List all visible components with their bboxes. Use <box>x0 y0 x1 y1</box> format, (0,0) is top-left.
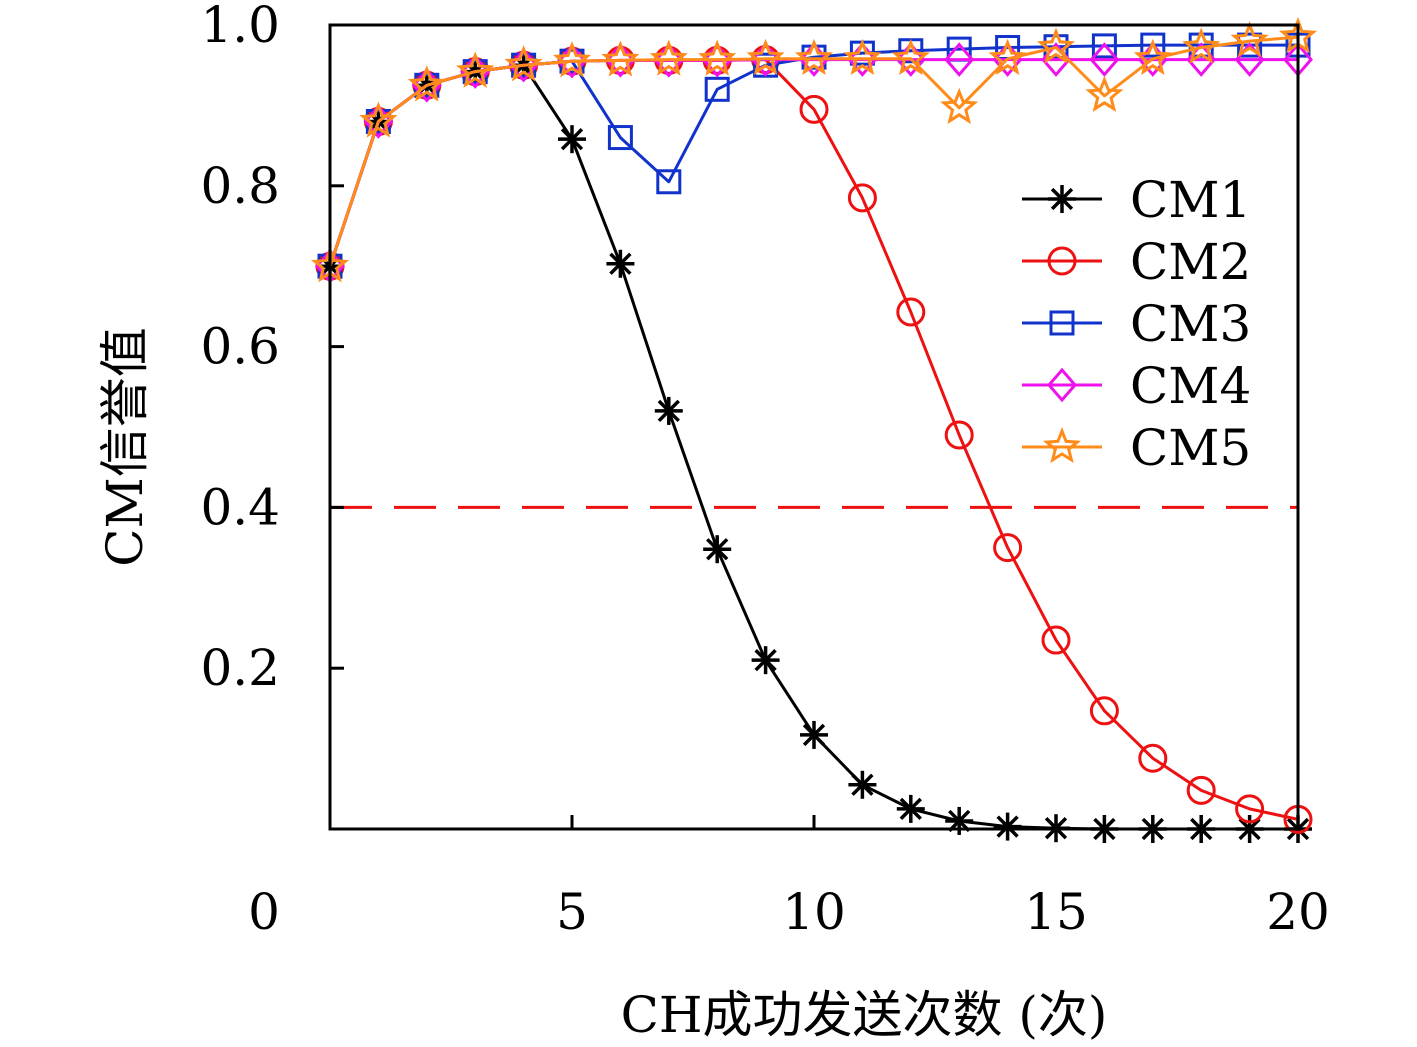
data-point-cm5 <box>940 87 979 125</box>
data-point-cm2 <box>1235 794 1265 824</box>
x-tick-label: 10 <box>782 883 846 941</box>
data-point-cm1 <box>993 812 1022 841</box>
data-point-cm4 <box>944 42 975 77</box>
y-tick-label: 0.6 <box>200 318 280 376</box>
data-point-cm1 <box>800 720 828 749</box>
legend-marker-cm1 <box>1048 185 1076 213</box>
data-point-cm2 <box>1186 775 1216 805</box>
data-point-cm1 <box>703 535 732 564</box>
data-point-cm5 <box>1036 27 1076 64</box>
data-point-cm5 <box>746 38 785 75</box>
data-point-cm3 <box>1237 32 1263 58</box>
y-tick-label: 0.4 <box>200 478 280 536</box>
legend-item-cm1: CM1 <box>1022 171 1251 229</box>
legend-item-cm4: CM4 <box>1022 357 1251 415</box>
data-point-cm2 <box>1089 696 1119 726</box>
legend-item-cm5: CM5 <box>1022 419 1251 477</box>
legend-marker-cm5 <box>1042 426 1082 464</box>
data-point-cm2 <box>944 420 974 450</box>
data-point-cm5 <box>1182 27 1221 64</box>
data-point-cm1 <box>558 125 586 154</box>
data-point-cm5 <box>1085 75 1124 112</box>
data-point-cm2 <box>1041 625 1071 655</box>
data-point-cm4 <box>1089 42 1120 77</box>
data-point-cm5 <box>649 39 688 76</box>
y-axis-title: CM信誉值 <box>96 327 154 566</box>
data-point-cm1 <box>848 770 877 799</box>
data-point-cm5 <box>504 45 543 82</box>
legend-label-cm2: CM2 <box>1130 233 1251 291</box>
data-point-cm1 <box>654 396 683 425</box>
data-point-cm1 <box>606 249 635 278</box>
data-point-cm5 <box>988 38 1027 75</box>
data-point-cm5 <box>794 38 834 75</box>
legend-label-cm5: CM5 <box>1130 419 1251 477</box>
y-tick-label: 1.0 <box>200 0 280 54</box>
x-tick-label: 15 <box>1024 883 1088 941</box>
data-point-cm2 <box>1138 743 1168 773</box>
data-point-cm5 <box>1230 21 1269 58</box>
data-point-cm1 <box>945 806 974 835</box>
data-point-cm5 <box>456 51 495 88</box>
data-point-cm2 <box>993 533 1023 563</box>
data-point-cm5 <box>359 101 398 138</box>
legend-label-cm3: CM3 <box>1130 295 1251 353</box>
legend-marker-cm2 <box>1047 246 1077 276</box>
legend-marker-cm4 <box>1047 367 1077 403</box>
legend-label-cm1: CM1 <box>1130 171 1251 229</box>
legend-item-cm3: CM3 <box>1022 295 1251 353</box>
data-point-cm3 <box>1091 33 1117 59</box>
data-point-cm3 <box>656 169 682 195</box>
data-point-cm5 <box>407 65 446 102</box>
y-tick-label: 0.2 <box>200 639 280 697</box>
legend-item-cm2: CM2 <box>1022 233 1251 291</box>
data-point-cm5 <box>601 40 640 77</box>
y-tick-label: 0.8 <box>200 157 280 215</box>
x-axis-title: CH成功发送次数 (次) <box>621 986 1108 1044</box>
data-point-cm2 <box>847 183 877 213</box>
series-line-cm5 <box>328 35 1299 267</box>
data-point-cm5 <box>552 41 592 78</box>
data-point-cm2 <box>896 297 926 327</box>
data-point-cm5 <box>1133 38 1172 75</box>
data-point-cm2 <box>799 94 829 124</box>
legend-marker-cm3 <box>1049 310 1075 336</box>
data-point-cm5 <box>891 38 930 75</box>
x-tick-label: 5 <box>556 883 588 941</box>
data-point-cm1 <box>751 646 780 675</box>
data-point-cm3 <box>704 76 730 102</box>
data-point-cm5 <box>698 39 737 76</box>
data-point-cm5 <box>843 38 882 75</box>
series-layer <box>310 17 1318 843</box>
legend-label-cm4: CM4 <box>1130 357 1251 415</box>
x-tick-label: 20 <box>1266 883 1330 941</box>
data-point-cm3 <box>607 125 633 151</box>
data-point-cm1 <box>896 794 925 823</box>
x-tick-label: 0 <box>248 883 280 941</box>
data-point-cm3 <box>1140 32 1166 58</box>
ticks-layer: 0.2 0.4 0.6 0.8 1.0 0 5 10 15 20 <box>200 0 1329 941</box>
